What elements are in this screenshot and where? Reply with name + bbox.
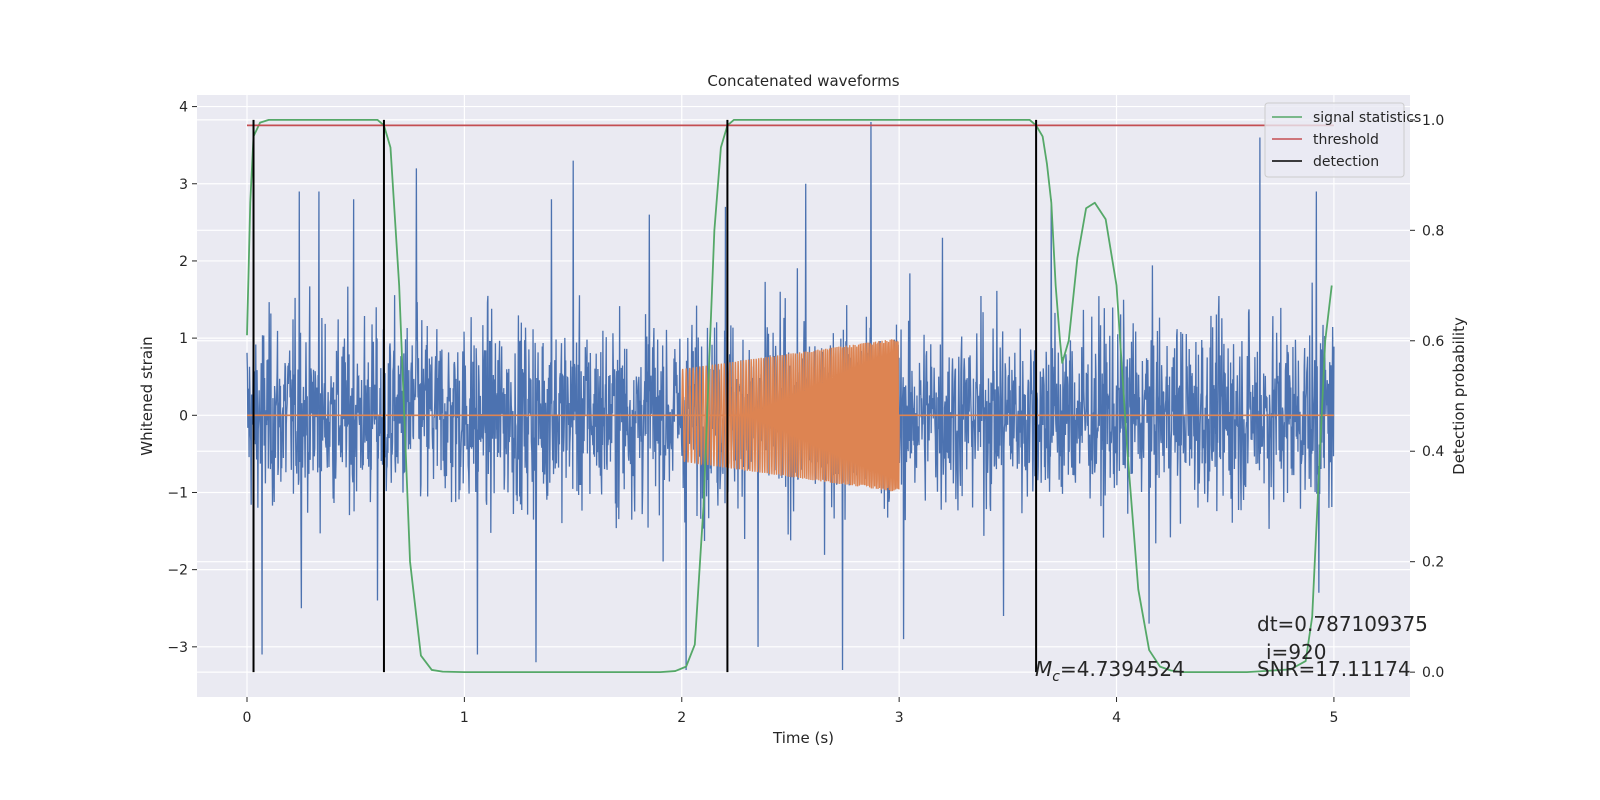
- y2-axis-label: Detection probability: [1450, 317, 1468, 475]
- x-tick-label-0: 0: [243, 710, 252, 726]
- legend-label-threshold: threshold: [1313, 132, 1379, 148]
- annotation-index: i=920: [1266, 640, 1327, 664]
- x-tick-label-1: 1: [460, 710, 469, 726]
- legend: signal statistics threshold detection: [1264, 102, 1421, 178]
- legend-box: [1264, 102, 1405, 178]
- chart-title: Concatenated waveforms: [707, 72, 899, 90]
- y-tick-label-4: 1: [179, 331, 188, 347]
- y-tick-label-5: 2: [179, 254, 188, 270]
- y2-tick-label-5: 1.0: [1422, 113, 1444, 129]
- y2-tick-label-4: 0.8: [1422, 223, 1444, 239]
- y-tick-label-6: 3: [179, 177, 188, 193]
- legend-label-detection: detection: [1313, 154, 1379, 170]
- annotation-chirp-mass: Mc=4.7394524: [1035, 657, 1185, 685]
- y-tick-label-2: −1: [167, 485, 188, 501]
- x-tick-label-3: 3: [895, 710, 904, 726]
- annotation-snr: SNR=17.11174: [1257, 657, 1411, 681]
- y-tick-label-7: 4: [179, 100, 188, 116]
- annotation-dt: dt=0.787109375: [1257, 612, 1428, 636]
- y2-tick-label-1: 0.2: [1422, 555, 1444, 571]
- x-tick-label-5: 5: [1329, 710, 1338, 726]
- y-axis-label: Whitened strain: [138, 336, 156, 455]
- y2-tick-label-3: 0.6: [1422, 334, 1444, 350]
- x-tick-label-2: 2: [677, 710, 686, 726]
- x-tick-label-4: 4: [1112, 710, 1121, 726]
- y2-tick-label-0: 0.0: [1422, 665, 1444, 681]
- chirp-mass-symbol: M: [1035, 657, 1052, 681]
- series-layer: [246, 118, 1335, 674]
- series-injected-signal: [681, 339, 900, 492]
- chirp-mass-value: =4.7394524: [1060, 657, 1185, 681]
- y2-axis-ticks: 0.0 0.2 0.4 0.6 0.8 1.0: [1410, 113, 1444, 681]
- series-signal-statistics: [246, 118, 1333, 674]
- y-tick-label-1: −2: [167, 563, 188, 579]
- y-tick-label-3: 0: [179, 408, 188, 424]
- x-axis-ticks: 0 1 2 3 4 5: [243, 697, 1338, 726]
- x-axis-label: Time (s): [772, 729, 834, 747]
- y2-tick-label-2: 0.4: [1422, 444, 1444, 460]
- legend-label-signal-statistics: signal statistics: [1313, 110, 1421, 126]
- y-tick-label-0: −3: [167, 640, 188, 656]
- y-axis-ticks: −3 −2 −1 0 1 2 3 4: [167, 100, 197, 656]
- chirp-mass-subscript: c: [1052, 669, 1060, 685]
